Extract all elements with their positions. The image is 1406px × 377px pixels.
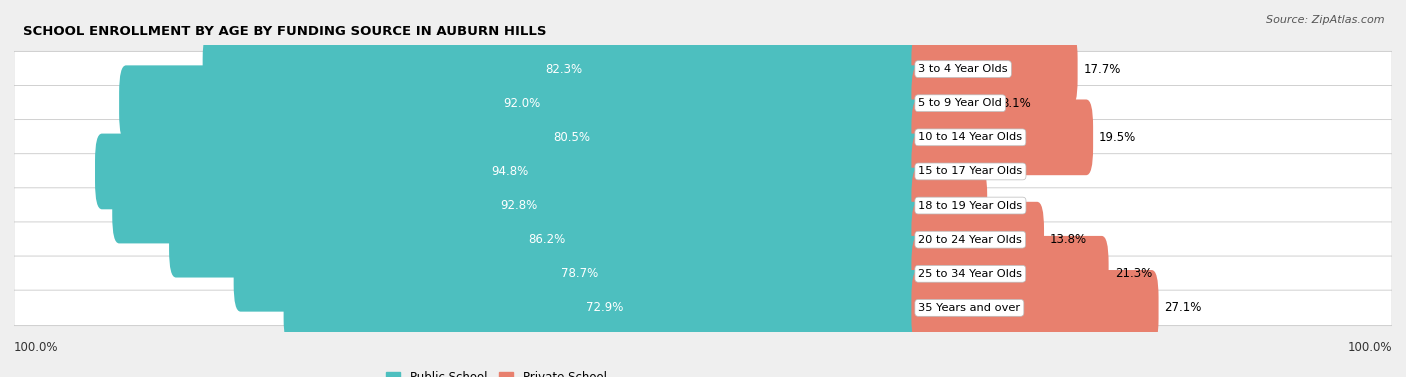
FancyBboxPatch shape [911, 168, 987, 244]
Text: 8.1%: 8.1% [1001, 97, 1031, 110]
Text: 92.8%: 92.8% [501, 199, 537, 212]
Text: 35 Years and over: 35 Years and over [918, 303, 1021, 313]
Text: 5.2%: 5.2% [976, 165, 1005, 178]
Text: 10 to 14 Year Olds: 10 to 14 Year Olds [918, 132, 1022, 143]
Text: 80.5%: 80.5% [553, 131, 591, 144]
Text: 25 to 34 Year Olds: 25 to 34 Year Olds [918, 269, 1022, 279]
FancyBboxPatch shape [14, 256, 1392, 291]
Text: 17.7%: 17.7% [1084, 63, 1121, 76]
Text: 21.3%: 21.3% [1115, 267, 1152, 280]
Text: 13.8%: 13.8% [1050, 233, 1087, 246]
FancyBboxPatch shape [284, 270, 925, 346]
FancyBboxPatch shape [14, 120, 1392, 155]
FancyBboxPatch shape [911, 100, 1092, 175]
Text: 5 to 9 Year Old: 5 to 9 Year Old [918, 98, 1002, 108]
FancyBboxPatch shape [911, 65, 995, 141]
FancyBboxPatch shape [911, 270, 1159, 346]
Text: 100.0%: 100.0% [14, 342, 59, 354]
Text: 15 to 17 Year Olds: 15 to 17 Year Olds [918, 166, 1022, 176]
FancyBboxPatch shape [169, 202, 925, 277]
FancyBboxPatch shape [911, 236, 1108, 312]
Legend: Public School, Private School: Public School, Private School [381, 366, 612, 377]
Text: 7.2%: 7.2% [993, 199, 1024, 212]
Text: 94.8%: 94.8% [492, 165, 529, 178]
Text: 18 to 19 Year Olds: 18 to 19 Year Olds [918, 201, 1022, 211]
Text: 72.9%: 72.9% [586, 301, 623, 314]
Text: 86.2%: 86.2% [529, 233, 565, 246]
Text: Source: ZipAtlas.com: Source: ZipAtlas.com [1267, 15, 1385, 25]
FancyBboxPatch shape [14, 86, 1392, 121]
FancyBboxPatch shape [14, 290, 1392, 326]
FancyBboxPatch shape [233, 236, 925, 312]
FancyBboxPatch shape [112, 168, 925, 244]
FancyBboxPatch shape [14, 154, 1392, 189]
Text: 3 to 4 Year Olds: 3 to 4 Year Olds [918, 64, 1008, 74]
FancyBboxPatch shape [96, 133, 925, 209]
FancyBboxPatch shape [14, 188, 1392, 223]
FancyBboxPatch shape [911, 31, 1077, 107]
Text: 92.0%: 92.0% [503, 97, 541, 110]
FancyBboxPatch shape [14, 51, 1392, 87]
FancyBboxPatch shape [911, 133, 970, 209]
FancyBboxPatch shape [911, 202, 1045, 277]
FancyBboxPatch shape [218, 100, 925, 175]
FancyBboxPatch shape [120, 65, 925, 141]
Text: SCHOOL ENROLLMENT BY AGE BY FUNDING SOURCE IN AUBURN HILLS: SCHOOL ENROLLMENT BY AGE BY FUNDING SOUR… [22, 25, 546, 38]
Text: 100.0%: 100.0% [1347, 342, 1392, 354]
Text: 78.7%: 78.7% [561, 267, 598, 280]
Text: 19.5%: 19.5% [1099, 131, 1136, 144]
Text: 82.3%: 82.3% [546, 63, 582, 76]
Text: 20 to 24 Year Olds: 20 to 24 Year Olds [918, 234, 1022, 245]
Text: 27.1%: 27.1% [1164, 301, 1202, 314]
FancyBboxPatch shape [202, 31, 925, 107]
FancyBboxPatch shape [14, 222, 1392, 257]
